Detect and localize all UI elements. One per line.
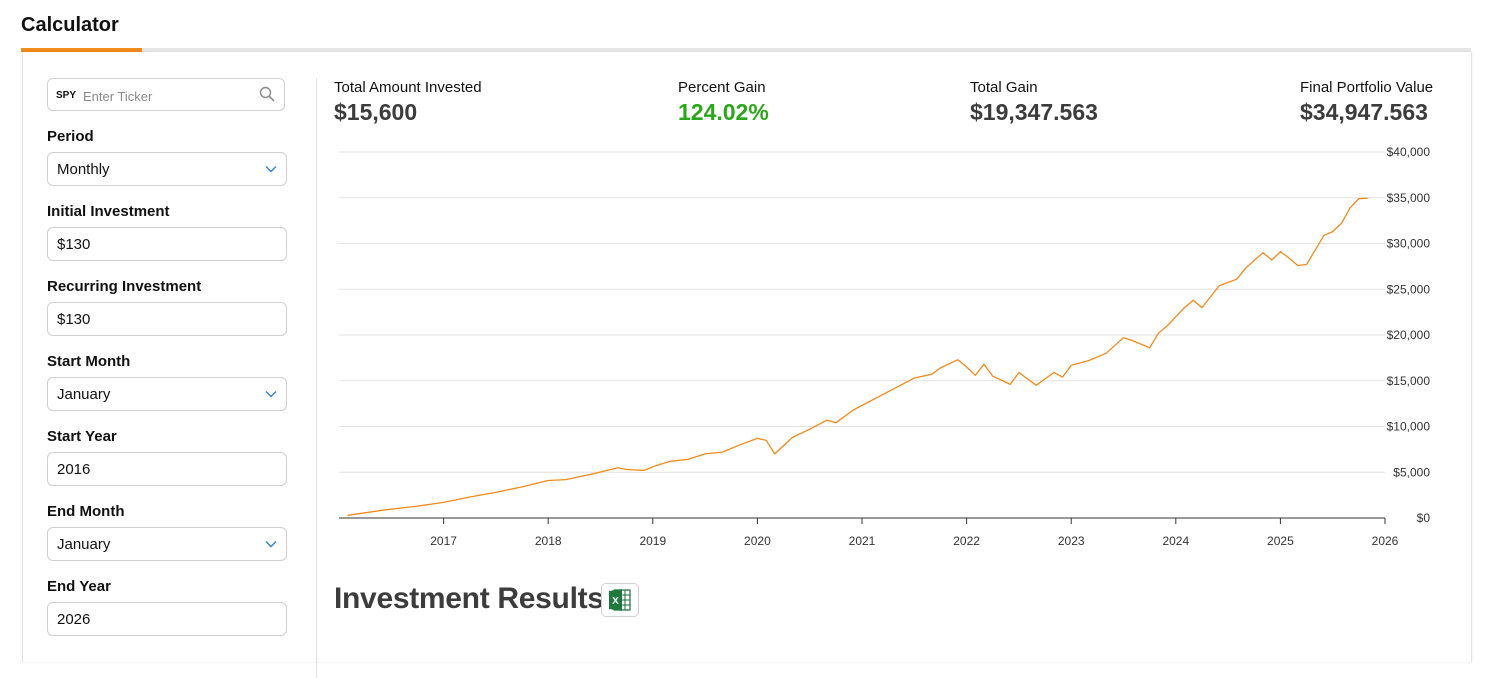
column-divider (316, 78, 317, 678)
period-select[interactable]: Monthly (47, 152, 287, 186)
recurring-investment-value: $130 (57, 311, 91, 328)
ticker-search[interactable]: SPY (47, 78, 285, 111)
y-tick-label: $25,000 (1387, 282, 1431, 296)
y-tick-label: $20,000 (1387, 328, 1431, 342)
title-underline-accent (21, 48, 142, 52)
x-tick-label: 2023 (1058, 534, 1085, 548)
y-tick-label: $0 (1417, 511, 1431, 525)
end-year-input[interactable]: 2026 (47, 602, 287, 636)
end-year-value: 2026 (57, 611, 91, 628)
page-title: Calculator (21, 14, 119, 36)
x-tick-label: 2017 (430, 534, 457, 548)
end-year-label: End Year (47, 578, 111, 595)
series-line (347, 197, 1368, 516)
stat-value: 124.02% (678, 99, 769, 125)
svg-text:X: X (612, 596, 619, 607)
calculator-card: SPY Period Monthly Initial Investment $1… (22, 52, 1472, 678)
y-tick-label: $35,000 (1387, 191, 1431, 205)
y-tick-label: $30,000 (1387, 237, 1431, 251)
search-icon[interactable] (259, 86, 275, 102)
x-tick-label: 2021 (849, 534, 876, 548)
chevron-down-icon (265, 391, 277, 398)
initial-investment-value: $130 (57, 236, 91, 253)
y-tick-label: $5,000 (1393, 465, 1430, 479)
end-month-select[interactable]: January (47, 527, 287, 561)
title-underline (21, 48, 1471, 52)
calculator-form: SPY Period Monthly Initial Investment $1… (47, 78, 287, 636)
excel-icon: X (609, 589, 631, 611)
end-month-value: January (57, 536, 111, 553)
y-tick-label: $15,000 (1387, 374, 1431, 388)
stat-label: Percent Gain (678, 79, 766, 96)
chevron-down-icon (265, 166, 277, 173)
end-month-label: End Month (47, 503, 125, 520)
stat-total-gain: Total Gain $19,347.563 (970, 79, 1098, 126)
portfolio-value-chart: $0 $5,000 $10,000 $15,000 $20,000 $25,000 $30,… (339, 145, 1431, 548)
recurring-investment-input[interactable]: $130 (47, 302, 287, 336)
results-title: Investment Results (334, 582, 604, 615)
start-month-value: January (57, 386, 111, 403)
start-year-input[interactable]: 2016 (47, 452, 287, 486)
ticker-input[interactable] (81, 85, 255, 107)
stat-final-value: Final Portfolio Value $34,947.563 (1300, 79, 1433, 126)
stat-label: Final Portfolio Value (1300, 79, 1434, 96)
recurring-investment-label: Recurring Investment (47, 278, 202, 295)
period-label: Period (47, 128, 94, 145)
x-tick-label: 2022 (953, 534, 980, 548)
stat-label: Total Gain (970, 79, 1038, 96)
stat-value: $19,347.563 (970, 99, 1098, 125)
start-year-value: 2016 (57, 461, 91, 478)
x-tick-label: 2020 (744, 534, 771, 548)
x-tick-label: 2019 (639, 534, 666, 548)
stat-total-invested: Total Amount Invested $15,600 (334, 79, 482, 126)
chevron-down-icon (265, 541, 277, 548)
start-year-label: Start Year (47, 428, 117, 445)
x-tick-label: 2018 (535, 534, 562, 548)
initial-investment-label: Initial Investment (47, 203, 170, 220)
period-value: Monthly (57, 161, 110, 178)
stat-label: Total Amount Invested (334, 79, 482, 96)
start-month-select[interactable]: January (47, 377, 287, 411)
stat-value: $34,947.563 (1300, 99, 1428, 125)
stat-percent-gain: Percent Gain 124.02% (678, 79, 769, 126)
initial-investment-input[interactable]: $130 (47, 227, 287, 261)
export-excel-button[interactable]: X (601, 583, 639, 617)
stat-value: $15,600 (334, 99, 418, 125)
start-month-label: Start Month (47, 353, 131, 370)
y-tick-label: $10,000 (1387, 420, 1431, 434)
ticker-symbol: SPY (56, 90, 77, 101)
x-tick-label: 2025 (1267, 534, 1294, 548)
x-tick-label: 2024 (1162, 534, 1189, 548)
x-tick-label: 2026 (1372, 534, 1399, 548)
y-tick-label: $40,000 (1387, 145, 1431, 159)
